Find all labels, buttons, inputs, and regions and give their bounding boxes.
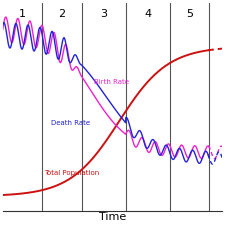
Text: 2: 2 <box>58 9 66 19</box>
Text: 5: 5 <box>186 9 193 19</box>
X-axis label: Time: Time <box>99 212 126 222</box>
Text: 3: 3 <box>100 9 107 19</box>
Text: Birth Rate: Birth Rate <box>94 79 129 85</box>
Text: 4: 4 <box>144 9 151 19</box>
Text: 1: 1 <box>19 9 26 19</box>
Text: Total Population: Total Population <box>45 170 100 176</box>
Text: Death Rate: Death Rate <box>51 120 90 126</box>
